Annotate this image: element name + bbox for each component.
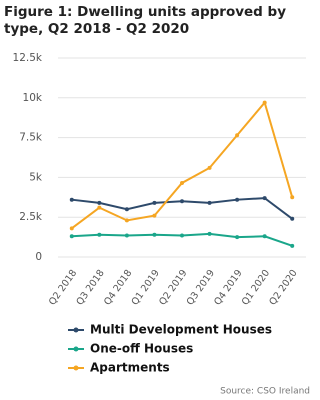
- point-marker: [207, 200, 212, 205]
- point-marker: [69, 226, 74, 231]
- legend-label: Apartments: [90, 361, 170, 375]
- point-marker: [124, 207, 129, 212]
- chart-title: Figure 1: Dwelling units approved by typ…: [4, 4, 287, 37]
- point-marker: [69, 234, 74, 239]
- point-marker: [207, 165, 212, 170]
- point-marker: [97, 200, 102, 205]
- point-marker: [152, 232, 157, 237]
- point-marker: [152, 213, 157, 218]
- point-marker: [262, 234, 267, 239]
- y-tick-label: 7.5k: [19, 132, 43, 144]
- y-tick-label: 10k: [23, 92, 43, 104]
- point-marker: [235, 197, 240, 202]
- point-marker: [124, 233, 129, 238]
- point-marker: [290, 243, 295, 248]
- point-marker: [180, 180, 184, 185]
- legend-label: One-off Houses: [90, 342, 193, 356]
- point-marker: [152, 200, 157, 205]
- point-marker: [97, 232, 102, 237]
- point-marker: [290, 195, 295, 200]
- legend-marker: [73, 327, 79, 333]
- point-marker: [207, 231, 212, 236]
- legend-label: Multi Development Houses: [90, 323, 272, 337]
- point-marker: [69, 197, 74, 202]
- point-marker: [290, 216, 295, 221]
- legend-marker: [73, 365, 79, 371]
- y-tick-label: 0: [35, 251, 42, 263]
- source-note: Source: CSO Ireland: [220, 387, 310, 397]
- y-tick-label: 12.5k: [13, 52, 43, 64]
- point-marker: [180, 199, 184, 204]
- legend-marker: [73, 346, 79, 352]
- point-marker: [235, 133, 240, 138]
- point-marker: [235, 235, 240, 240]
- y-tick-label: 5k: [29, 171, 43, 183]
- point-marker: [124, 218, 129, 223]
- series-line: [71, 100, 294, 230]
- point-marker: [262, 100, 267, 105]
- point-marker: [180, 233, 184, 238]
- y-tick-label: 2.5k: [19, 211, 43, 223]
- point-marker: [97, 205, 102, 210]
- x-tick-label: Q2 2020: [267, 268, 299, 308]
- point-marker: [262, 196, 267, 201]
